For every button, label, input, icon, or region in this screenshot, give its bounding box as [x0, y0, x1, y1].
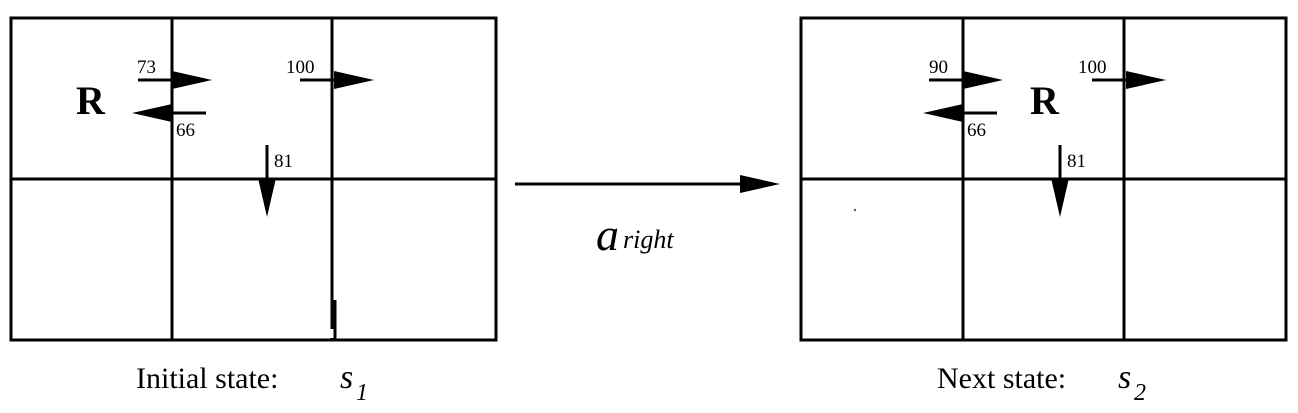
next-state-grid: R 90 66 100 81 Next state: s 2 — [799, 16, 1288, 406]
q-top-right-value: 100 — [286, 57, 315, 78]
q-right-value: 73 — [137, 57, 156, 78]
q-top-right-value: 100 — [1078, 57, 1107, 78]
state-symbol: s — [1118, 359, 1131, 396]
q-top-right-arrow — [1092, 71, 1166, 89]
next-state-caption: Next state: — [937, 362, 1066, 395]
q-down-arrow — [258, 145, 276, 217]
divider-gap — [326, 329, 338, 338]
action-symbol: a — [596, 209, 619, 260]
transition-arrow — [515, 175, 780, 193]
q-down-value: 81 — [274, 151, 293, 172]
robot-label: R — [76, 78, 106, 123]
q-left-arrow — [132, 104, 206, 140]
state-symbol: s — [340, 359, 353, 396]
robot-label: R — [1030, 78, 1060, 123]
q-down-value: 81 — [1067, 151, 1086, 172]
state-subscript: 1 — [356, 380, 368, 406]
q-left-value: 66 — [176, 120, 195, 141]
state-subscript: 2 — [1134, 380, 1146, 406]
initial-state-grid: R 73 66 100 81 Initial state: s 1 — [9, 16, 498, 406]
q-right-value: 90 — [929, 57, 948, 78]
q-left-value: 66 — [967, 120, 986, 141]
q-top-right-arrow — [300, 71, 374, 89]
q-left-arrow — [923, 104, 997, 140]
q-down-arrow — [1051, 145, 1069, 217]
q-right-arrow — [138, 71, 212, 89]
q-right-arrow — [929, 71, 1003, 89]
action-subscript: right — [623, 225, 674, 254]
speck-mark — [853, 208, 857, 212]
initial-state-caption: Initial state: — [136, 362, 278, 395]
